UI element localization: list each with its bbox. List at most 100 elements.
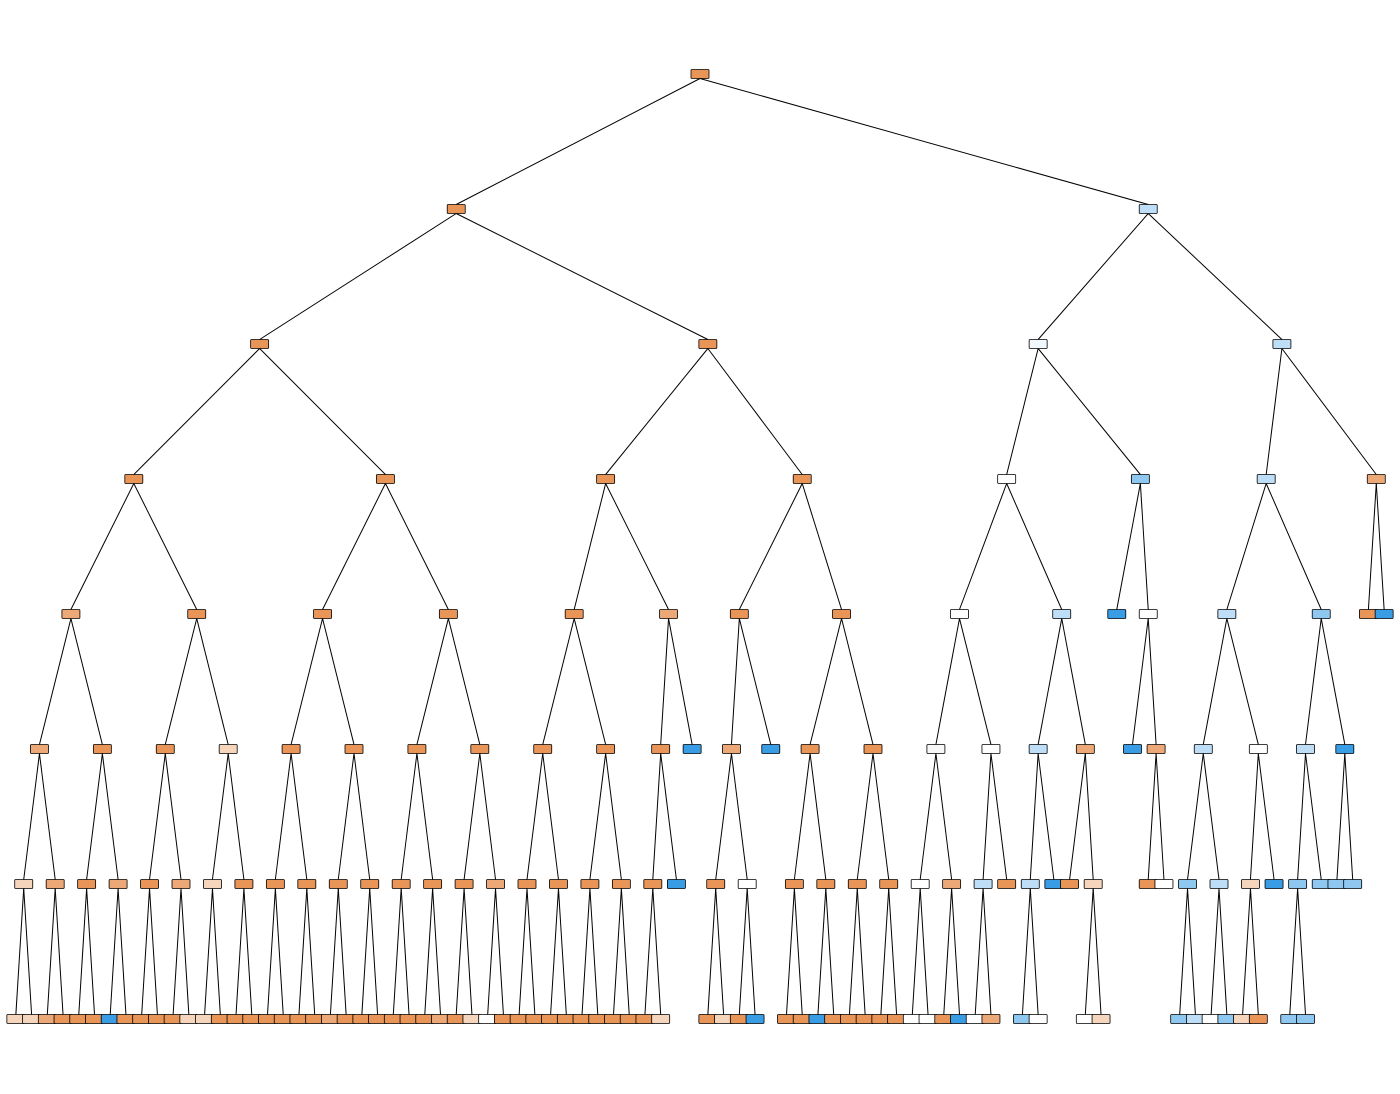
tree-node <box>1091 1014 1111 1024</box>
tree-node <box>313 609 332 619</box>
tree-node <box>14 879 34 889</box>
edge <box>1069 753 1086 880</box>
edge <box>809 753 827 880</box>
edge <box>1202 753 1220 880</box>
tree-node <box>171 879 191 889</box>
edge <box>1344 753 1354 880</box>
tree-node <box>438 609 458 619</box>
edge <box>801 483 843 610</box>
tree-node <box>1178 879 1197 889</box>
edge <box>581 888 591 1015</box>
edge <box>872 753 890 880</box>
edge <box>424 888 434 1015</box>
tree-node <box>1241 879 1260 889</box>
edge <box>70 618 103 745</box>
edge <box>1265 483 1322 610</box>
tree-node <box>1335 744 1355 754</box>
edge <box>1265 348 1283 475</box>
tree-node <box>1154 879 1174 889</box>
edge <box>23 888 33 1015</box>
edge <box>133 348 260 475</box>
tree-node <box>376 474 395 484</box>
tree-node <box>525 1014 545 1024</box>
tree-node <box>997 474 1017 484</box>
edges <box>15 78 1385 1015</box>
tree-node <box>148 1014 167 1024</box>
edge <box>38 753 56 880</box>
edge <box>1336 753 1346 880</box>
tree-node <box>132 1014 152 1024</box>
tree-node <box>1209 879 1229 889</box>
tree-node <box>258 1014 277 1024</box>
tree-node <box>470 744 490 754</box>
tree-node <box>667 879 686 889</box>
tree-node <box>218 744 238 754</box>
edge <box>620 888 630 1015</box>
edge <box>1147 618 1157 745</box>
tree-node <box>1248 744 1268 754</box>
tree-node <box>1359 609 1378 619</box>
tree-node <box>61 609 81 619</box>
tree-node <box>950 1014 969 1024</box>
edge <box>1297 888 1306 1015</box>
tree-node <box>604 1014 623 1024</box>
tree-node <box>210 1014 230 1024</box>
edge <box>78 888 88 1015</box>
tree-node <box>1107 609 1127 619</box>
edge <box>141 888 151 1015</box>
edge <box>306 888 316 1015</box>
tree-node <box>37 1014 57 1024</box>
edge <box>1155 753 1165 880</box>
tree-node <box>328 879 348 889</box>
tree-node <box>1075 744 1095 754</box>
edge <box>369 888 379 1015</box>
edge <box>149 888 158 1015</box>
edge <box>919 753 937 880</box>
edge <box>589 888 599 1015</box>
edge <box>793 753 811 880</box>
edge <box>644 888 654 1015</box>
tree-node <box>1130 474 1150 484</box>
tree-node <box>619 1014 639 1024</box>
tree-node <box>297 879 317 889</box>
tree-node <box>942 879 962 889</box>
tree-node <box>1311 609 1331 619</box>
tree-node <box>352 1014 372 1024</box>
tree-node <box>973 879 993 889</box>
tree-node <box>494 1014 513 1024</box>
edge <box>149 753 166 880</box>
edge <box>211 753 229 880</box>
edge <box>1305 618 1322 745</box>
tree-node <box>1193 744 1213 754</box>
edge <box>1242 888 1251 1015</box>
edge <box>329 888 339 1015</box>
edge <box>38 618 72 745</box>
edge <box>1029 888 1039 1015</box>
edge <box>888 888 898 1015</box>
tree-node <box>729 609 749 619</box>
edge <box>322 618 355 745</box>
tree-node <box>431 1014 450 1024</box>
edge <box>1281 348 1377 475</box>
edge <box>1375 483 1385 610</box>
tree-node <box>517 879 537 889</box>
tree-node <box>871 1014 891 1024</box>
tree-node <box>1374 609 1394 619</box>
edge <box>227 753 245 880</box>
tree-node <box>486 879 505 889</box>
edge <box>557 888 567 1015</box>
edge <box>259 348 386 475</box>
tree-node <box>30 744 49 754</box>
tree-node <box>556 1014 576 1024</box>
tree-node <box>321 1014 340 1024</box>
tree-node <box>926 744 946 754</box>
edge <box>738 618 772 745</box>
tree-node <box>1138 879 1158 889</box>
tree-node <box>659 609 678 619</box>
tree-node <box>368 1014 387 1024</box>
edge <box>416 753 434 880</box>
edge <box>117 888 127 1015</box>
tree-node <box>462 1014 482 1024</box>
edge <box>825 888 835 1015</box>
edge <box>856 753 874 880</box>
